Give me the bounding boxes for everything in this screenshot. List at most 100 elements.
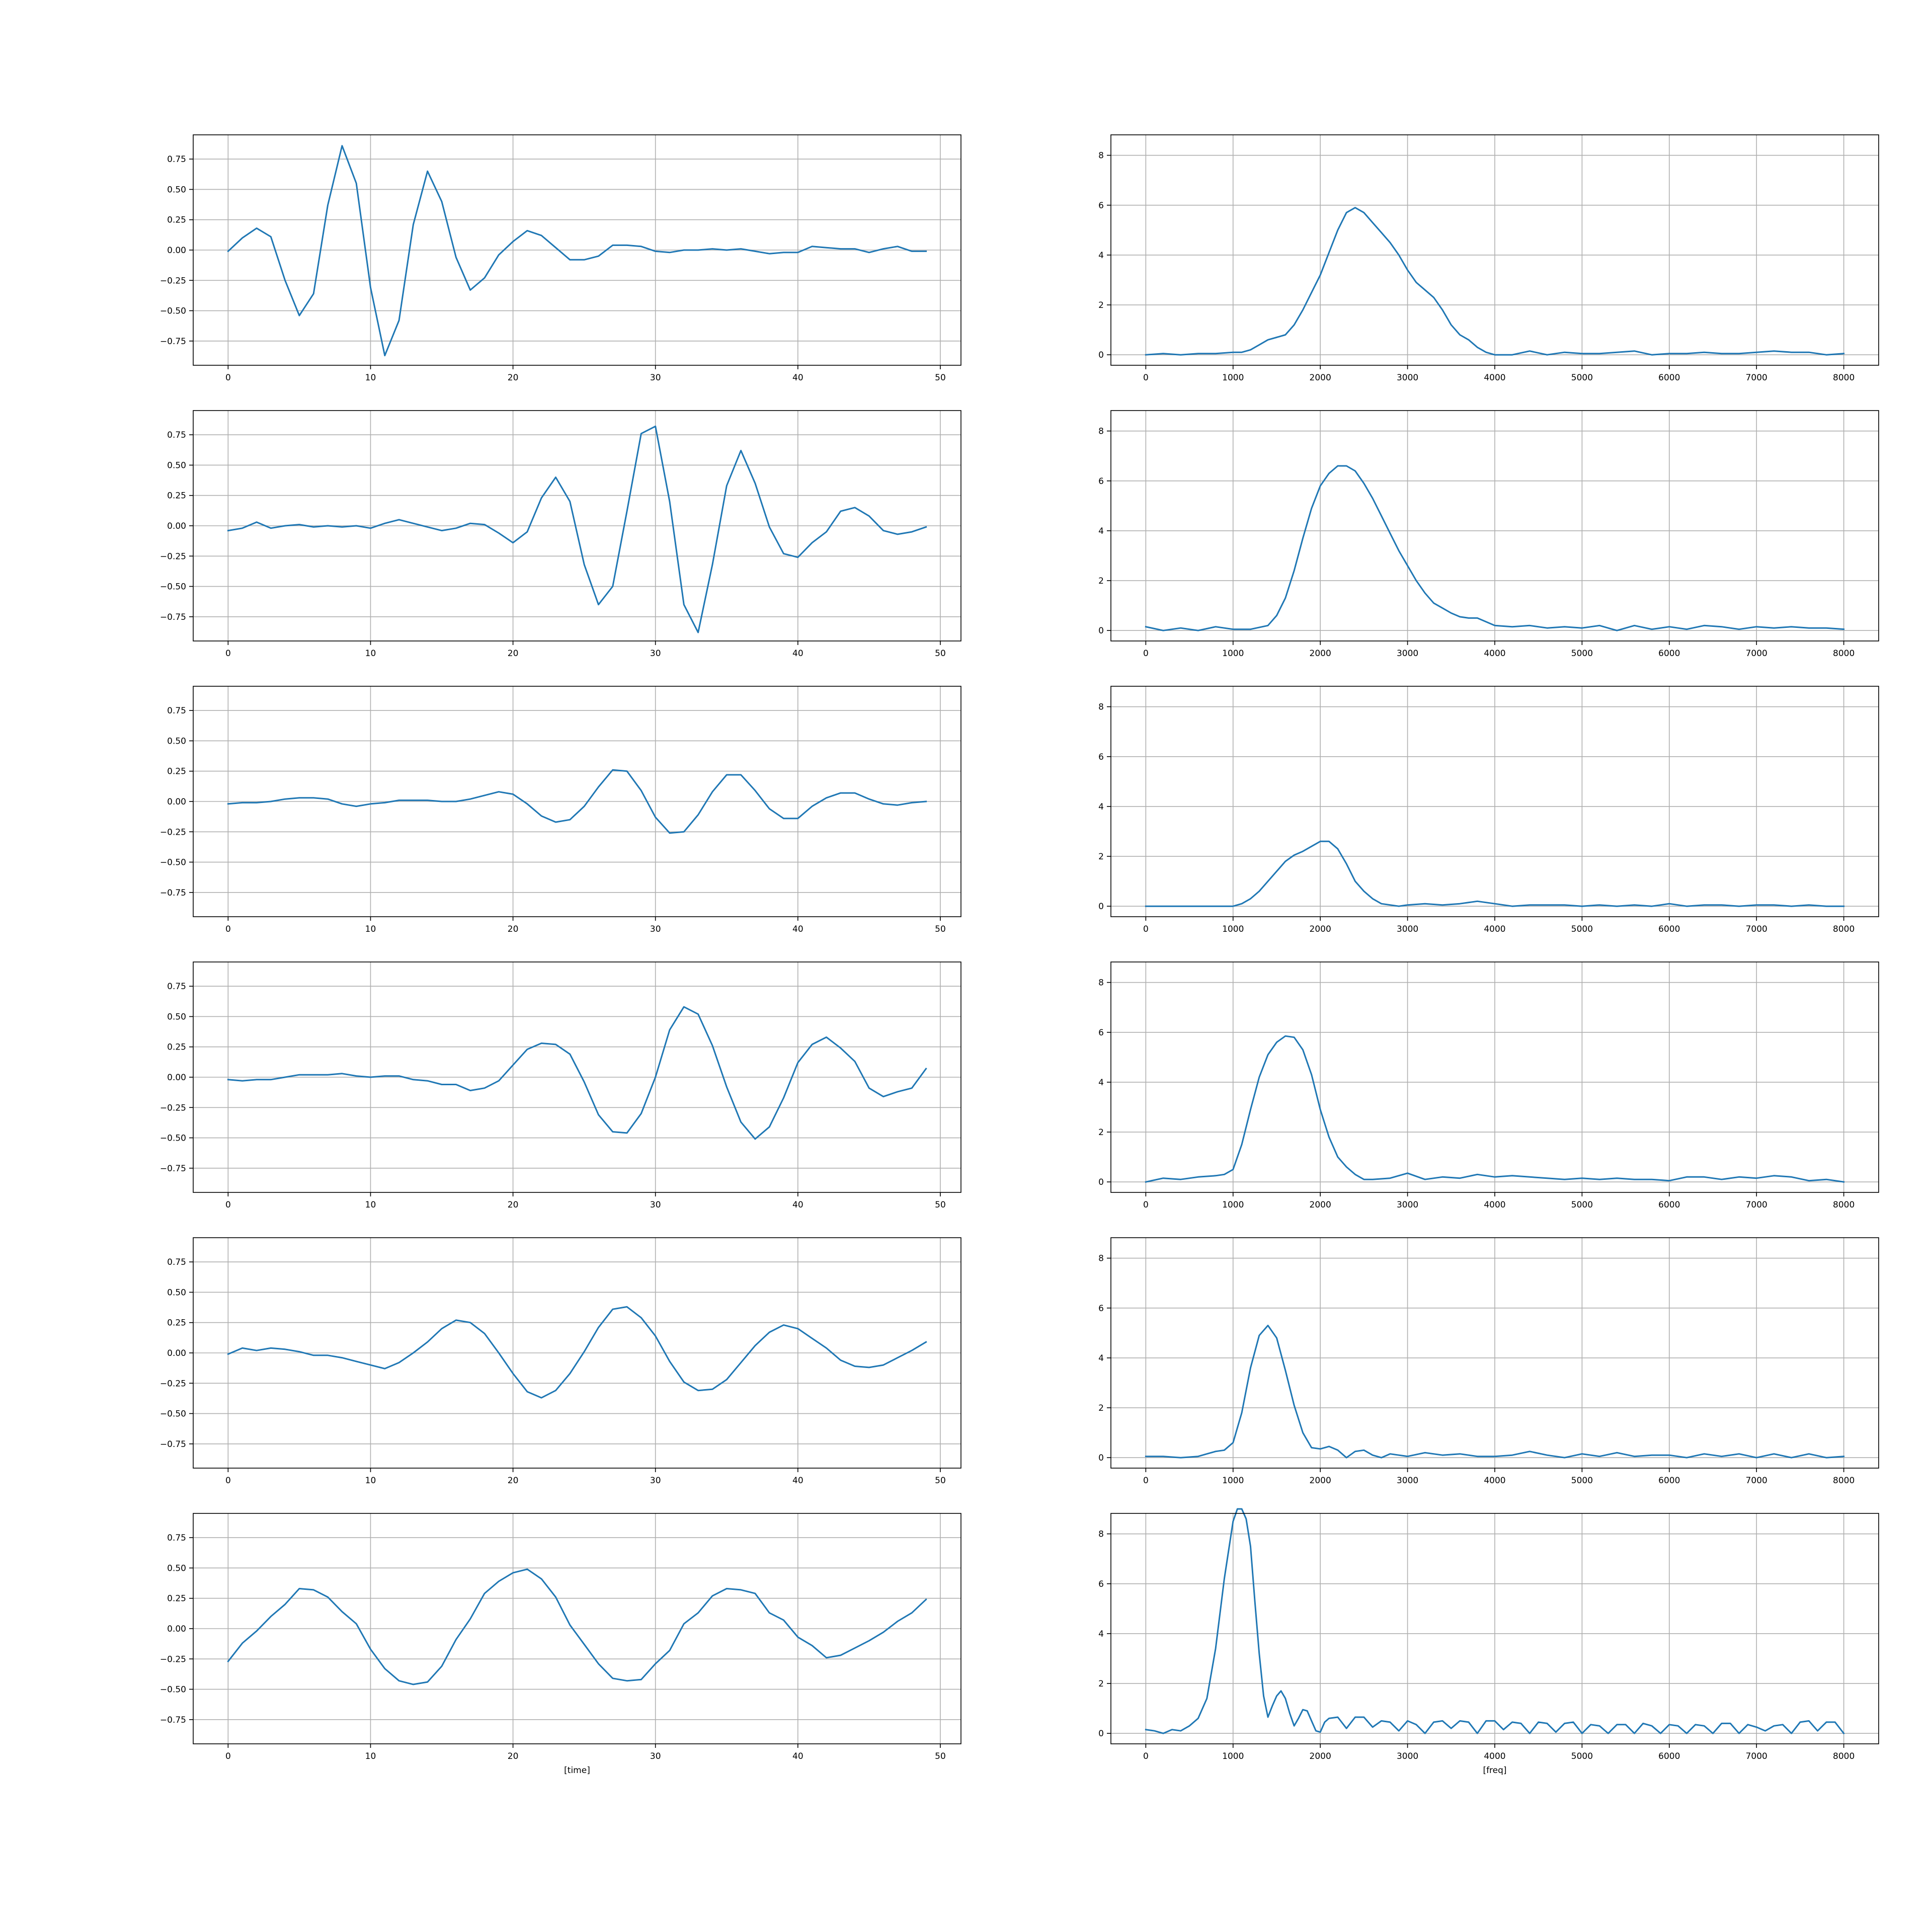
y-tick-label: −0.75	[160, 612, 186, 622]
x-tick-label: 0	[225, 924, 231, 934]
x-tick-label: 4000	[1484, 1751, 1505, 1761]
y-tick-label: 0.25	[167, 215, 186, 225]
y-tick-label: −0.25	[160, 827, 186, 837]
x-tick-label: 10	[365, 924, 376, 934]
y-tick-label: 4	[1098, 251, 1104, 261]
y-tick-label: −0.25	[160, 1103, 186, 1113]
x-tick-label: 10	[365, 373, 376, 383]
x-tick-label: 6000	[1658, 373, 1680, 383]
x-tick-label: 4000	[1484, 649, 1505, 659]
y-tick-label: 0	[1098, 902, 1104, 912]
series-line	[227, 1306, 927, 1399]
x-tick-label: 7000	[1746, 1476, 1767, 1486]
x-tick-label: 50	[935, 1200, 946, 1210]
y-tick-label: 0.00	[167, 246, 186, 256]
x-tick-label: 50	[935, 1751, 946, 1761]
x-tick-label: 10	[365, 649, 376, 659]
x-tick-label: 1000	[1222, 649, 1244, 659]
series-line	[227, 1006, 927, 1140]
y-tick-label: 6	[1098, 476, 1104, 487]
y-tick-label: 0.75	[167, 1257, 186, 1267]
y-tick-label: 0.25	[167, 1318, 186, 1328]
x-tick-label: 8000	[1833, 373, 1855, 383]
y-tick-label: 0.50	[167, 736, 186, 746]
x-tick-label: 5000	[1571, 649, 1593, 659]
x-tick-label: 0	[225, 1751, 231, 1761]
y-tick-label: −0.25	[160, 1654, 186, 1664]
chart-panel-row4-left: 0 10 20 30 40 50 −0.75 −0.50 −0.25 0.00 0.25 0.50 0.…	[160, 961, 961, 1210]
series-line	[227, 145, 927, 357]
x-tick-label: 3000	[1397, 1476, 1418, 1486]
y-tick-label: 0.00	[167, 797, 186, 807]
y-tick-label: 0	[1098, 1729, 1104, 1739]
x-tick-label: 8000	[1833, 924, 1855, 934]
y-tick-label: −0.50	[160, 858, 186, 868]
y-tick-label: 2	[1098, 1128, 1104, 1138]
series-line	[1145, 465, 1845, 631]
x-tick-label: 7000	[1746, 1751, 1767, 1761]
x-tick-label: 50	[935, 373, 946, 383]
x-tick-label: 6000	[1658, 649, 1680, 659]
x-tick-label: 7000	[1746, 1200, 1767, 1210]
x-tick-label: 6000	[1658, 1476, 1680, 1486]
x-tick-label: 8000	[1833, 1200, 1855, 1210]
x-tick-label: 0	[1143, 1751, 1149, 1761]
y-tick-label: 0	[1098, 350, 1104, 360]
x-tick-label: 4000	[1484, 1476, 1505, 1486]
y-tick-label: 6	[1098, 752, 1104, 762]
chart-panel-row6-right: 0 1000 2000 3000 4000 5000 6000 7000 8000 0 2 4 6 8 [f…	[1098, 1508, 1879, 1776]
x-tick-label: 10	[365, 1476, 376, 1486]
y-tick-label: −0.50	[160, 1134, 186, 1144]
x-tick-label: 20	[508, 1751, 519, 1761]
chart-panel-row5-right: 0 1000 2000 3000 4000 5000 6000 7000 8000 0 2 4 6 8	[1098, 1237, 1879, 1486]
y-tick-label: 4	[1098, 802, 1104, 812]
y-tick-label: 0	[1098, 626, 1104, 636]
x-tick-label: 40	[792, 373, 803, 383]
x-tick-label: 10	[365, 1200, 376, 1210]
chart-panel-row1-left: 0 10 20 30 40 50 −0.75 −0.50 −0.25 0.00 0.25 0.50 0.…	[160, 134, 961, 383]
series-line	[1145, 1035, 1845, 1183]
y-tick-label: −0.25	[160, 551, 186, 561]
x-tick-label: 1000	[1222, 924, 1244, 934]
x-tick-label: 20	[508, 649, 519, 659]
y-tick-label: 2	[1098, 576, 1104, 586]
y-tick-label: 0.00	[167, 1624, 186, 1634]
y-tick-label: 0.00	[167, 1348, 186, 1358]
x-tick-label: 5000	[1571, 1751, 1593, 1761]
x-tick-label: 40	[792, 1751, 803, 1761]
x-tick-label: 4000	[1484, 1200, 1505, 1210]
y-tick-label: −0.50	[160, 1409, 186, 1419]
x-tick-label: 30	[650, 1200, 661, 1210]
series-line	[1145, 1325, 1845, 1459]
y-tick-label: 0.75	[167, 1533, 186, 1543]
x-tick-label: 40	[792, 649, 803, 659]
x-tick-label: 5000	[1571, 373, 1593, 383]
chart-panel-row3-right: 0 1000 2000 3000 4000 5000 6000 7000 8000 0 2 4 6 8	[1098, 686, 1879, 934]
x-tick-label: 0	[225, 373, 231, 383]
y-tick-label: 0.00	[167, 521, 186, 531]
y-tick-label: −0.50	[160, 1685, 186, 1695]
y-tick-label: 0.75	[167, 430, 186, 440]
x-tick-label: 8000	[1833, 1751, 1855, 1761]
x-tick-label: 0	[1143, 649, 1149, 659]
x-tick-label: 2000	[1310, 373, 1331, 383]
y-tick-label: 0.25	[167, 1042, 186, 1053]
chart-panel-row2-right: 0 1000 2000 3000 4000 5000 6000 7000 8000 0 2 4 6 8	[1098, 410, 1879, 659]
y-tick-label: 8	[1098, 1254, 1104, 1264]
x-tick-label: 0	[1143, 924, 1149, 934]
y-tick-label: 6	[1098, 1028, 1104, 1038]
x-tick-label: 3000	[1397, 649, 1418, 659]
x-tick-label: 3000	[1397, 1751, 1418, 1761]
y-tick-label: 0.25	[167, 767, 186, 777]
y-tick-label: 8	[1098, 702, 1104, 712]
y-tick-label: −0.75	[160, 337, 186, 347]
x-tick-label: 6000	[1658, 924, 1680, 934]
x-tick-label: 0	[1143, 1476, 1149, 1486]
x-tick-label: 30	[650, 1476, 661, 1486]
x-tick-label: 0	[225, 1476, 231, 1486]
y-tick-label: 0.50	[167, 185, 186, 195]
x-tick-label: 1000	[1222, 1751, 1244, 1761]
x-tick-label: 2000	[1310, 1476, 1331, 1486]
